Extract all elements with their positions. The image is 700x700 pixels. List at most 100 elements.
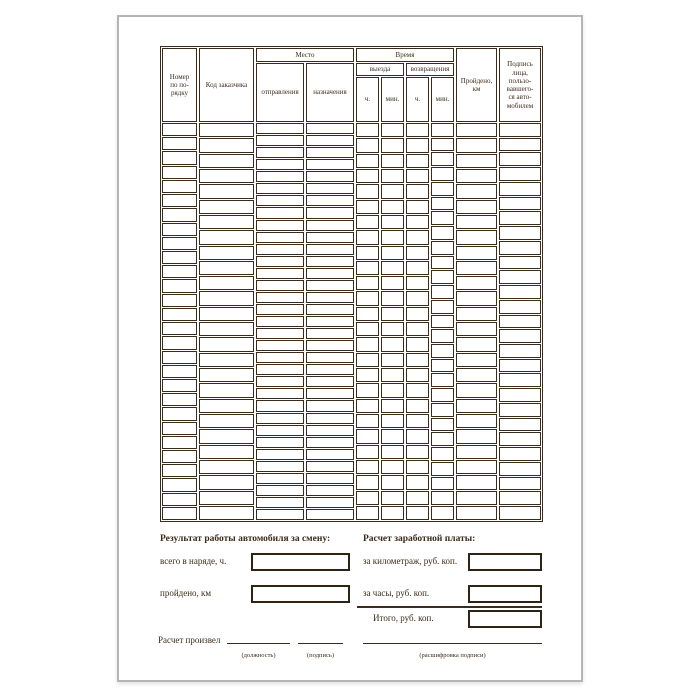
table-cell[interactable] bbox=[199, 459, 254, 475]
table-cell[interactable] bbox=[499, 226, 541, 240]
table-cell[interactable] bbox=[256, 509, 304, 521]
table-cell[interactable] bbox=[499, 137, 541, 152]
table-cell[interactable] bbox=[499, 270, 541, 285]
table-cell[interactable] bbox=[381, 352, 404, 367]
table-cell[interactable] bbox=[456, 475, 497, 490]
table-cell[interactable] bbox=[356, 199, 379, 214]
table-cell[interactable] bbox=[406, 306, 429, 322]
table-cell[interactable] bbox=[256, 243, 304, 255]
table-cell[interactable] bbox=[406, 444, 429, 459]
table-cell[interactable] bbox=[162, 137, 197, 151]
table-cell[interactable] bbox=[162, 421, 197, 435]
table-cell[interactable] bbox=[162, 250, 197, 265]
table-cell[interactable] bbox=[431, 491, 454, 506]
table-cell[interactable] bbox=[431, 344, 454, 358]
table-cell[interactable] bbox=[406, 245, 429, 260]
table-cell[interactable] bbox=[306, 340, 354, 352]
table-cell[interactable] bbox=[356, 123, 379, 138]
table-cell[interactable] bbox=[199, 368, 254, 383]
table-cell[interactable] bbox=[306, 255, 354, 267]
table-cell[interactable] bbox=[456, 368, 497, 383]
table-cell[interactable] bbox=[162, 364, 197, 378]
table-cell[interactable] bbox=[199, 352, 254, 367]
table-cell[interactable] bbox=[199, 322, 254, 337]
table-cell[interactable] bbox=[256, 484, 304, 496]
table-cell[interactable] bbox=[406, 168, 429, 184]
table-cell[interactable] bbox=[456, 322, 497, 337]
table-cell[interactable] bbox=[456, 260, 497, 276]
table-cell[interactable] bbox=[456, 138, 497, 153]
table-cell[interactable] bbox=[456, 123, 497, 138]
table-cell[interactable] bbox=[381, 413, 404, 429]
table-cell[interactable] bbox=[499, 167, 541, 181]
table-cell[interactable] bbox=[406, 352, 429, 367]
table-cell[interactable] bbox=[199, 138, 254, 153]
table-cell[interactable] bbox=[256, 147, 304, 159]
table-cell[interactable] bbox=[306, 400, 354, 412]
table-cell[interactable] bbox=[406, 138, 429, 153]
table-cell[interactable] bbox=[256, 496, 304, 508]
table-cell[interactable] bbox=[199, 413, 254, 429]
table-cell[interactable] bbox=[356, 291, 379, 306]
table-cell[interactable] bbox=[162, 151, 197, 165]
table-cell[interactable] bbox=[431, 255, 454, 270]
table-cell[interactable] bbox=[256, 388, 304, 400]
table-cell[interactable] bbox=[306, 388, 354, 400]
table-cell[interactable] bbox=[162, 265, 197, 279]
table-cell[interactable] bbox=[356, 245, 379, 260]
table-cell[interactable] bbox=[162, 279, 197, 293]
table-cell[interactable] bbox=[499, 506, 541, 520]
input-box-total-pay[interactable] bbox=[468, 610, 542, 628]
table-cell[interactable] bbox=[431, 329, 454, 344]
table-cell[interactable] bbox=[356, 398, 379, 413]
input-box-distance-km[interactable] bbox=[251, 585, 350, 603]
table-cell[interactable] bbox=[431, 373, 454, 388]
table-cell[interactable] bbox=[456, 383, 497, 398]
table-cell[interactable] bbox=[306, 328, 354, 340]
table-cell[interactable] bbox=[381, 123, 404, 138]
table-cell[interactable] bbox=[256, 267, 304, 279]
table-cell[interactable] bbox=[431, 240, 454, 255]
table-cell[interactable] bbox=[199, 168, 254, 184]
table-cell[interactable] bbox=[162, 222, 197, 236]
table-cell[interactable] bbox=[356, 153, 379, 168]
table-cell[interactable] bbox=[406, 276, 429, 291]
table-cell[interactable] bbox=[356, 383, 379, 398]
table-cell[interactable] bbox=[499, 211, 541, 226]
signature-line-signature[interactable]: (подпись) bbox=[298, 643, 343, 662]
table-cell[interactable] bbox=[306, 472, 354, 484]
table-cell[interactable] bbox=[431, 270, 454, 285]
signature-line-name[interactable]: (расшифровка подписи) bbox=[363, 643, 542, 662]
input-box-total-hours[interactable] bbox=[251, 553, 350, 571]
table-cell[interactable] bbox=[162, 450, 197, 464]
table-cell[interactable] bbox=[256, 436, 304, 448]
table-cell[interactable] bbox=[256, 219, 304, 231]
table-cell[interactable] bbox=[162, 393, 197, 407]
table-cell[interactable] bbox=[499, 358, 541, 373]
table-cell[interactable] bbox=[306, 231, 354, 243]
table-cell[interactable] bbox=[306, 183, 354, 195]
table-cell[interactable] bbox=[306, 364, 354, 376]
table-cell[interactable] bbox=[431, 417, 454, 432]
table-cell[interactable] bbox=[456, 490, 497, 505]
table-cell[interactable] bbox=[162, 165, 197, 179]
table-cell[interactable] bbox=[456, 505, 497, 521]
table-cell[interactable] bbox=[406, 429, 429, 444]
table-cell[interactable] bbox=[406, 413, 429, 429]
table-cell[interactable] bbox=[356, 184, 379, 199]
table-cell[interactable] bbox=[306, 171, 354, 183]
table-cell[interactable] bbox=[381, 459, 404, 475]
table-cell[interactable] bbox=[162, 123, 197, 137]
table-cell[interactable] bbox=[356, 413, 379, 429]
table-cell[interactable] bbox=[306, 279, 354, 291]
table-cell[interactable] bbox=[406, 260, 429, 276]
table-cell[interactable] bbox=[306, 207, 354, 219]
table-cell[interactable] bbox=[499, 491, 541, 506]
table-cell[interactable] bbox=[381, 444, 404, 459]
table-cell[interactable] bbox=[499, 417, 541, 432]
table-cell[interactable] bbox=[199, 184, 254, 199]
table-cell[interactable] bbox=[406, 214, 429, 230]
table-cell[interactable] bbox=[431, 432, 454, 447]
table-cell[interactable] bbox=[256, 460, 304, 472]
table-cell[interactable] bbox=[431, 402, 454, 417]
